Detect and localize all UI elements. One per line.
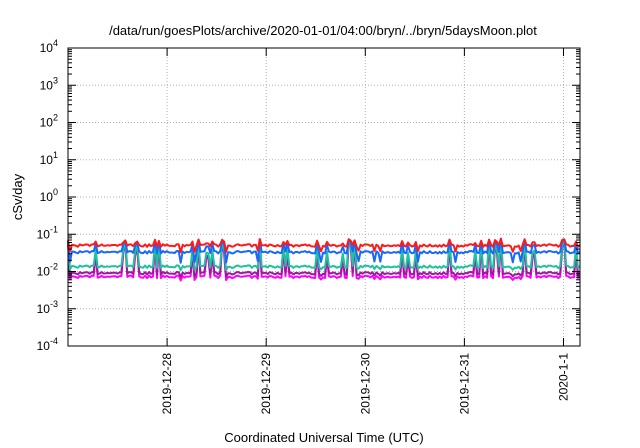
axes: 10-4 10-3 10-2 10-1 100 101 102 103 104 2019-12-2…	[37, 38, 580, 414]
x-tick-label: 2019-12-30	[358, 353, 372, 415]
x-tick-label: 2019-12-28	[160, 353, 174, 415]
y-axis-label: cSv/day	[10, 173, 25, 220]
y-tick-label: 104	[40, 38, 58, 55]
x-axis-label: Coordinated Universal Time (UTC)	[224, 430, 423, 445]
y-tick-label: 103	[40, 75, 58, 92]
x-tick-label: 2020-1-1	[556, 353, 570, 401]
series-layer	[67, 237, 581, 282]
x-tick-label: 2019-12-31	[457, 353, 471, 415]
y-tick-label: 100	[40, 187, 58, 204]
y-tick-label: 10-4	[37, 336, 58, 353]
series-line	[67, 237, 581, 254]
grid	[68, 48, 580, 346]
y-tick-label: 102	[40, 113, 58, 130]
chart-title: /data/run/goesPlots/archive/2020-01-01/0…	[109, 23, 537, 38]
y-tick-label: 10-3	[37, 299, 58, 316]
y-tick-label: 10-2	[37, 262, 58, 279]
y-tick-label: 101	[40, 150, 58, 167]
x-tick-label: 2019-12-29	[259, 353, 273, 415]
y-tick-label: 10-1	[37, 224, 58, 241]
